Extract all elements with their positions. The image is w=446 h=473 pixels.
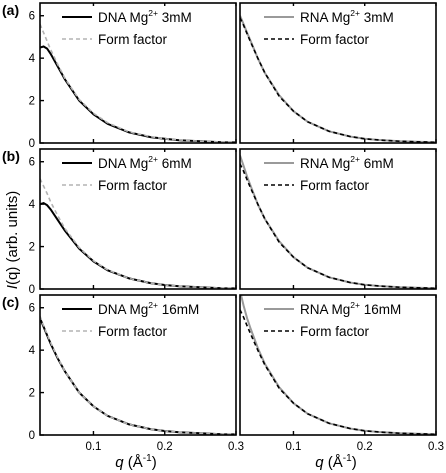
x-axis-units: (Å (124, 454, 143, 471)
series-line-form-factor (240, 163, 436, 289)
series-line-measured (240, 155, 436, 289)
chart-panel-rna-16mM: 0.1 0.2 0.3 RNA Mg2+ 16mM Form factor (239, 294, 444, 453)
legend-label: Form factor (98, 324, 168, 339)
axes-frame (39, 2, 237, 144)
legend-label: DNA Mg2+ 16mM (98, 300, 199, 317)
series-line-form-factor (40, 23, 236, 143)
y-tick-label: 6 (29, 157, 35, 169)
x-tick-label: 0.2 (357, 441, 373, 453)
legend-label: Form factor (300, 32, 370, 47)
x-axis-close: ) (352, 454, 357, 471)
axes-frame (39, 148, 237, 290)
y-tick-label: 4 (29, 199, 36, 211)
legend-label: Form factor (300, 178, 370, 193)
legend-label: DNA Mg2+ 6mM (98, 154, 192, 171)
y-axis-argument: (q) (4, 267, 21, 285)
y-tick-label: 0 (29, 284, 35, 296)
legend-label: Form factor (98, 178, 168, 193)
chart-panel-rna-6mM: RNA Mg2+ 6mM Form factor (239, 148, 437, 290)
chart-panel-rna-3mM: RNA Mg2+ 3mM Form factor (239, 2, 437, 144)
y-tick-label: 2 (29, 388, 35, 400)
series-line-form-factor (240, 309, 436, 435)
y-axis-units: (arb. units) (4, 191, 21, 267)
series-line-form-factor (240, 17, 436, 143)
panel-label: (b) (2, 148, 20, 164)
x-tick-label: 0.1 (285, 441, 301, 453)
x-tick-label: 0.1 (85, 441, 101, 453)
axes-frame (239, 2, 437, 144)
y-tick-label: 4 (29, 345, 36, 357)
x-axis-symbol: q (115, 454, 124, 471)
legend-label: RNA Mg2+ 6mM (300, 154, 394, 171)
panel-label: (a) (2, 2, 19, 18)
axes-frame (39, 294, 237, 436)
x-axis-title-left: q (Å-1) (115, 453, 156, 471)
axes-frame (239, 148, 437, 290)
legend-label: RNA Mg2+ 16mM (300, 300, 401, 317)
x-axis-symbol: q (315, 454, 324, 471)
y-axis-symbol: I (4, 285, 21, 289)
series-line-measured (40, 45, 236, 143)
axes-frame (239, 294, 437, 436)
chart-panel-dna-6mM: 0 2 4 6 (b) DNA Mg2+ 6mM Form factor (2, 148, 237, 296)
x-axis-title-right: q (Å-1) (315, 453, 356, 471)
chart-panel-dna-3mM: 0 2 4 6 (a) DNA Mg2+ 3mM Form factor (2, 2, 237, 150)
legend-label: DNA Mg2+ 3mM (98, 8, 192, 25)
y-axis-title: I(q) (arb. units) (4, 191, 21, 289)
panel-label: (c) (2, 294, 19, 310)
x-tick-label: 0.3 (228, 441, 244, 453)
chart-panel-dna-16mM: 0.1 0.2 0.3 0 2 4 6 (c) DNA Mg2+ 16mM Form factor (2, 294, 244, 453)
y-tick-label: 2 (29, 96, 35, 108)
y-tick-label: 4 (29, 53, 36, 65)
series-line-form-factor (40, 178, 236, 289)
x-tick-label: 0.3 (428, 441, 444, 453)
y-tick-label: 0 (29, 138, 35, 150)
series-line-form-factor (40, 315, 236, 435)
y-tick-label: 2 (29, 242, 35, 254)
legend-label: Form factor (300, 324, 370, 339)
x-axis-exponent: -1 (143, 453, 152, 464)
y-tick-label: 0 (29, 430, 35, 442)
x-tick-label: 0.2 (157, 441, 173, 453)
legend-label: Form factor (98, 32, 168, 47)
x-axis-exponent: -1 (343, 453, 352, 464)
y-tick-label: 6 (29, 11, 35, 23)
series-line-measured (40, 202, 236, 289)
legend-label: RNA Mg2+ 3mM (300, 8, 394, 25)
x-axis-units: (Å (324, 454, 343, 471)
y-tick-label: 6 (29, 303, 35, 315)
x-axis-close: ) (152, 454, 157, 471)
